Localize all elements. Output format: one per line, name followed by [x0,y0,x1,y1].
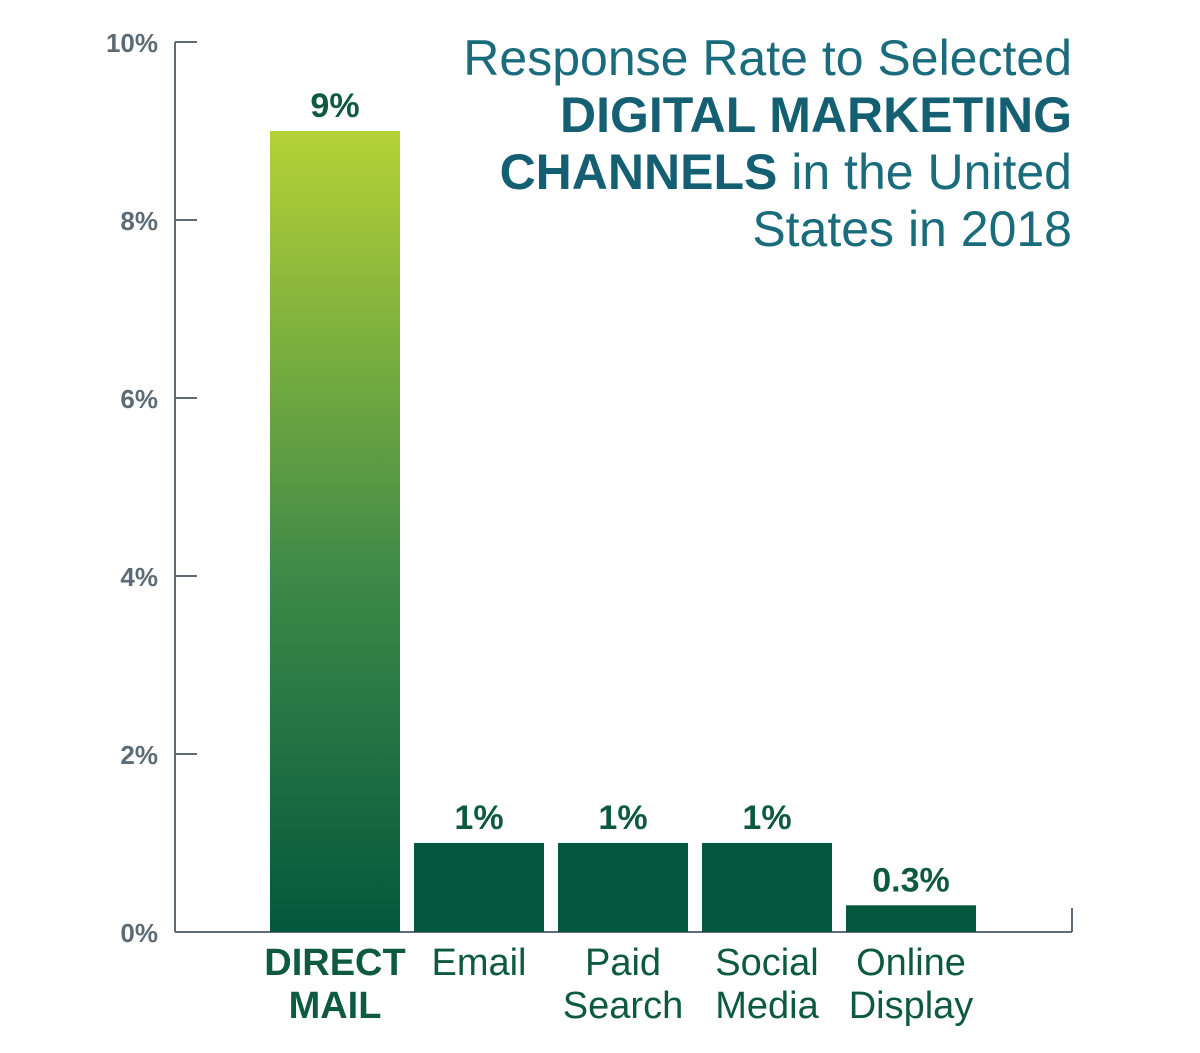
chart-title: Response Rate to Selected DIGITAL MARKET… [432,30,1072,258]
bar [558,843,688,932]
y-tick-label: 8% [120,206,158,236]
bar-value-label: 1% [598,799,647,837]
bar [702,843,832,932]
bar-value-label: 1% [742,799,791,837]
y-tick-label: 10% [106,28,158,58]
chart-title-part2: in the United States in 2018 [752,144,1072,257]
bar [270,131,400,932]
chart-title-part1: Response Rate to Selected [463,30,1072,86]
category-label: Social [715,942,819,984]
bar [414,843,544,932]
bar [846,905,976,932]
y-tick-label: 6% [120,384,158,414]
chart-title-bold: DIGITAL MARKETING CHANNELS [499,87,1072,200]
category-label: Paid [585,942,661,984]
bar-value-label: 1% [454,799,503,837]
category-label: Search [563,985,683,1027]
category-label: MAIL [289,985,382,1027]
bars [270,131,976,932]
category-label: DIRECT [264,942,405,984]
category-label: Media [715,985,819,1027]
axes: 0% 2% 4% 6% 8% 10% [106,28,1073,948]
y-tick-label: 0% [120,918,158,948]
category-label: Display [849,985,974,1027]
y-tick-label: 4% [120,562,158,592]
bar-value-label: 0.3% [872,861,950,899]
bar-value-label: 9% [310,87,359,125]
category-label: Online [856,942,966,984]
category-label: Email [431,942,526,984]
y-tick-label: 2% [120,740,158,770]
